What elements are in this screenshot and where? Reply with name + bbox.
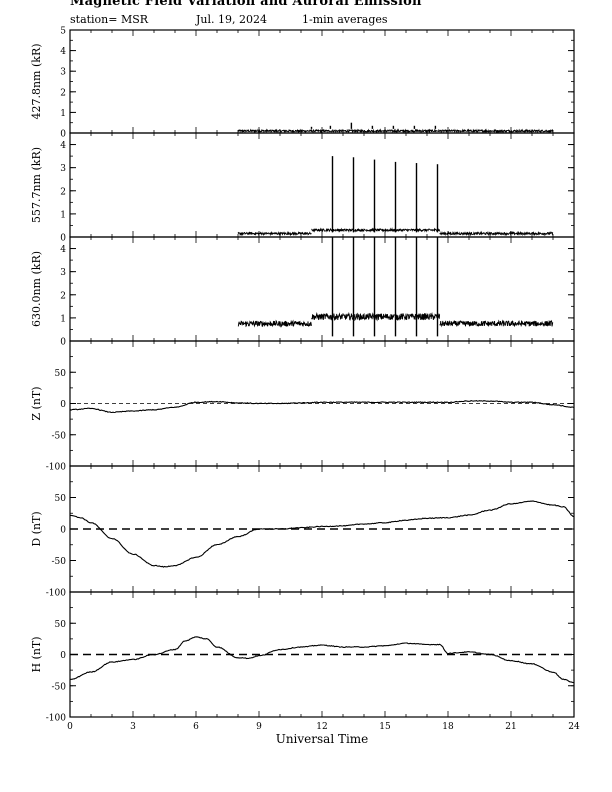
y-axis-label: 427.8nm (kR) — [30, 43, 43, 119]
x-tick-label: 24 — [568, 722, 580, 732]
y-tick-label: -50 — [52, 682, 67, 692]
date-label: Jul. 19, 2024 — [196, 13, 267, 26]
x-tick-label: 18 — [442, 722, 454, 732]
x-tick-label: 21 — [505, 722, 516, 732]
y-tick-label: -50 — [52, 431, 67, 441]
y-tick-label: 0 — [60, 338, 66, 348]
chart-title: Magnetic Field Variation and Auroral Emi… — [70, 0, 422, 9]
y-axis-label: D (nT) — [30, 511, 43, 546]
panel-frame-2 — [69, 236, 575, 342]
y-axis-label: 630.0nm (kR) — [30, 251, 43, 327]
magnetic-field-curve — [69, 636, 575, 684]
y-tick-label: 1 — [60, 109, 66, 119]
y-tick-label: 1 — [60, 210, 66, 220]
x-tick-label: 15 — [379, 722, 391, 732]
y-tick-label: 4 — [60, 141, 66, 151]
x-tick-label: 9 — [256, 722, 262, 732]
emission-trace-segment — [237, 128, 554, 134]
x-tick-label: 12 — [316, 722, 327, 732]
y-tick-label: 1 — [60, 314, 66, 324]
y-tick-label: 5 — [60, 27, 66, 37]
y-tick-label: 3 — [60, 268, 66, 278]
emission-trace-segment — [311, 227, 441, 233]
y-tick-label: 0 — [60, 651, 66, 661]
emission-trace-segment — [237, 230, 312, 237]
y-tick-label: 4 — [60, 245, 66, 255]
emission-trace-segment — [439, 230, 554, 237]
x-tick-label: 3 — [130, 722, 136, 732]
x-axis-label: Universal Time — [276, 732, 369, 746]
y-tick-label: -100 — [46, 714, 66, 724]
y-tick-label: -100 — [46, 589, 66, 599]
y-tick-label: 0 — [60, 130, 66, 140]
y-tick-label: 0 — [60, 234, 66, 244]
y-tick-label: 50 — [55, 620, 67, 630]
magnetic-field-curve — [69, 399, 575, 414]
panel-frame-0 — [69, 29, 575, 134]
emission-trace-segment — [311, 311, 441, 322]
y-tick-label: 3 — [60, 68, 66, 78]
y-axis-label: 557.7nm (kR) — [30, 147, 43, 223]
y-tick-label: 0 — [60, 400, 66, 410]
averaging-label: 1-min averages — [302, 13, 388, 26]
y-tick-label: 0 — [60, 526, 66, 536]
y-tick-label: 2 — [60, 291, 66, 301]
x-tick-label: 6 — [193, 722, 199, 732]
station-label: station= MSR — [70, 13, 149, 26]
emission-trace-segment — [237, 319, 312, 328]
y-tick-label: 2 — [60, 88, 66, 98]
y-tick-label: 2 — [60, 187, 66, 197]
y-tick-label: -100 — [46, 463, 66, 473]
y-axis-label: Z (nT) — [30, 386, 43, 420]
x-tick-label: 0 — [67, 722, 73, 732]
y-tick-label: 50 — [55, 369, 67, 379]
y-tick-label: 4 — [60, 47, 66, 57]
emission-trace-segment — [439, 319, 554, 328]
y-tick-label: 50 — [55, 494, 67, 504]
y-tick-label: 3 — [60, 164, 66, 174]
y-tick-label: -50 — [52, 557, 67, 567]
magnetic-field-curve — [69, 500, 574, 568]
panel-frame-1 — [69, 132, 575, 238]
y-axis-label: H (nT) — [30, 636, 43, 672]
